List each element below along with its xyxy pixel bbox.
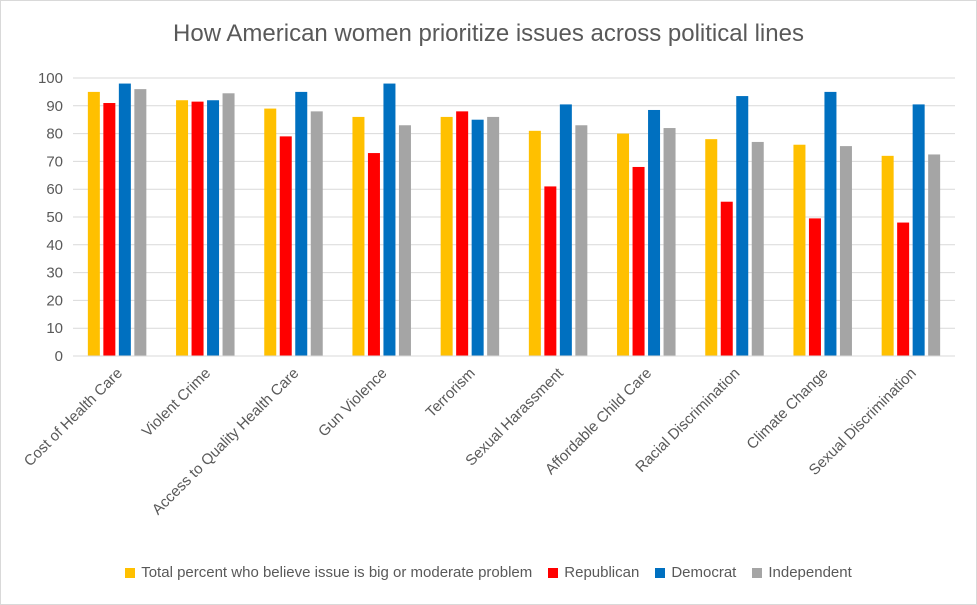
bar (736, 96, 749, 356)
bar-chart: 0 10 20 30 40 50 60 70 80 90 100 Cost of Health Ca… (21, 70, 955, 518)
legend-item: Total percent who believe issue is big o… (125, 564, 532, 581)
bar (544, 186, 557, 356)
bar (264, 108, 277, 356)
bar (471, 119, 484, 356)
y-tick-label: 90 (46, 98, 63, 115)
y-tick-label: 20 (46, 292, 63, 309)
legend-item: Democrat (655, 564, 736, 581)
bar (103, 103, 116, 357)
category-label: Terrorism (423, 365, 479, 421)
bar (808, 218, 821, 356)
bar (632, 166, 645, 356)
bar (705, 139, 718, 356)
bar (118, 83, 131, 356)
bar (456, 111, 469, 356)
bar (575, 125, 588, 356)
bar (663, 128, 676, 356)
legend: Total percent who believe issue is big o… (0, 564, 977, 581)
bar (134, 89, 147, 357)
y-tick-label: 60 (46, 181, 63, 198)
bar (720, 201, 733, 356)
y-tick-label: 10 (46, 320, 63, 337)
y-tick-label: 40 (46, 237, 63, 254)
category-label: Cost of Health Care (21, 365, 126, 470)
bar (928, 154, 941, 356)
bar (897, 222, 910, 356)
bar (824, 91, 837, 357)
legend-item: Republican (548, 564, 639, 581)
category-label: Gun Violence (315, 365, 391, 441)
legend-swatch (752, 567, 763, 578)
bar (352, 116, 365, 356)
y-tick-label: 80 (46, 126, 63, 143)
bar (839, 146, 852, 356)
bars (87, 83, 941, 357)
bar (367, 153, 380, 356)
legend-label: Independent (768, 564, 852, 581)
category-label: Climate Change (743, 365, 831, 453)
y-tick-label: 100 (38, 70, 63, 87)
legend-label: Total percent who believe issue is big o… (141, 564, 533, 581)
bar (398, 125, 411, 356)
y-tick-label: 70 (46, 153, 63, 170)
bar (648, 109, 661, 356)
chart-title: How American women prioritize issues acr… (173, 20, 804, 47)
y-tick-label: 50 (46, 209, 63, 226)
category-label: Access to Quality Health Care (149, 365, 303, 519)
bar (191, 101, 204, 356)
legend-swatch (548, 567, 559, 578)
y-axis-ticks: 0 10 20 30 40 50 60 70 80 90 100 (38, 70, 63, 365)
bar (383, 83, 396, 356)
bar (310, 111, 323, 356)
bar (279, 136, 292, 356)
bar (881, 155, 894, 356)
bar (440, 116, 453, 356)
bar (617, 133, 630, 356)
legend-label: Republican (564, 564, 640, 581)
legend-swatch (125, 567, 136, 578)
bar (559, 104, 572, 356)
bar (528, 130, 541, 356)
y-tick-label: 0 (55, 348, 63, 365)
bar (793, 144, 806, 356)
bar (751, 141, 764, 356)
legend-swatch (655, 567, 666, 578)
legend-item: Independent (752, 564, 852, 581)
bar (207, 100, 220, 357)
bar (295, 91, 308, 357)
bar (87, 91, 100, 357)
bar (912, 104, 925, 356)
category-label: Sexual Harassment (462, 364, 567, 469)
bar (222, 93, 235, 356)
category-label: Violent Crime (139, 365, 214, 440)
legend-label: Democrat (671, 564, 737, 581)
bar (487, 116, 500, 356)
y-tick-label: 30 (46, 265, 63, 282)
bar (176, 100, 189, 357)
gridlines (73, 77, 955, 329)
